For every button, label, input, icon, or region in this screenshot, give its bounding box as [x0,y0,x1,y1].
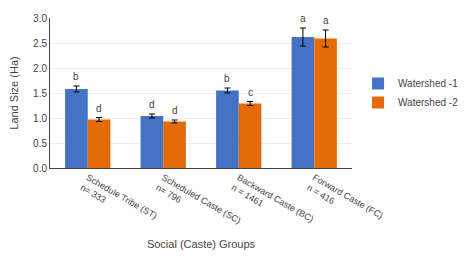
svg-text:1.5: 1.5 [33,88,47,99]
svg-text:2.5: 2.5 [33,38,47,49]
svg-text:Social (Caste) Groups: Social (Caste) Groups [147,238,256,250]
svg-text:b: b [73,71,79,82]
svg-text:0.5: 0.5 [33,138,47,149]
svg-text:0.0: 0.0 [33,163,47,174]
svg-text:d: d [96,103,102,114]
svg-text:Schedule Tribe (ST)n= 333: Schedule Tribe (ST)n= 333 [79,172,159,231]
svg-text:d: d [149,99,155,110]
svg-text:3.0: 3.0 [33,13,47,24]
svg-text:Backward Caste (BC)n = 1461: Backward Caste (BC)n = 1461 [230,172,316,234]
svg-text:Scheduled Caste (SC)n= 796: Scheduled Caste (SC)n= 796 [154,172,242,236]
svg-text:Forward Caste (FC)n = 416: Forward Caste (FC)n = 416 [305,172,385,231]
svg-text:a: a [323,15,329,26]
svg-text:d: d [172,105,178,116]
svg-text:2.0: 2.0 [33,63,47,74]
svg-text:Watershed -1: Watershed -1 [398,78,458,89]
svg-text:b: b [224,73,230,84]
svg-text:Land Size (Ha): Land Size (Ha) [8,56,20,129]
svg-text:c: c [248,87,253,98]
svg-text:1.0: 1.0 [33,113,47,124]
svg-text:a: a [300,13,306,24]
svg-text:Watershed -2: Watershed -2 [398,97,458,108]
